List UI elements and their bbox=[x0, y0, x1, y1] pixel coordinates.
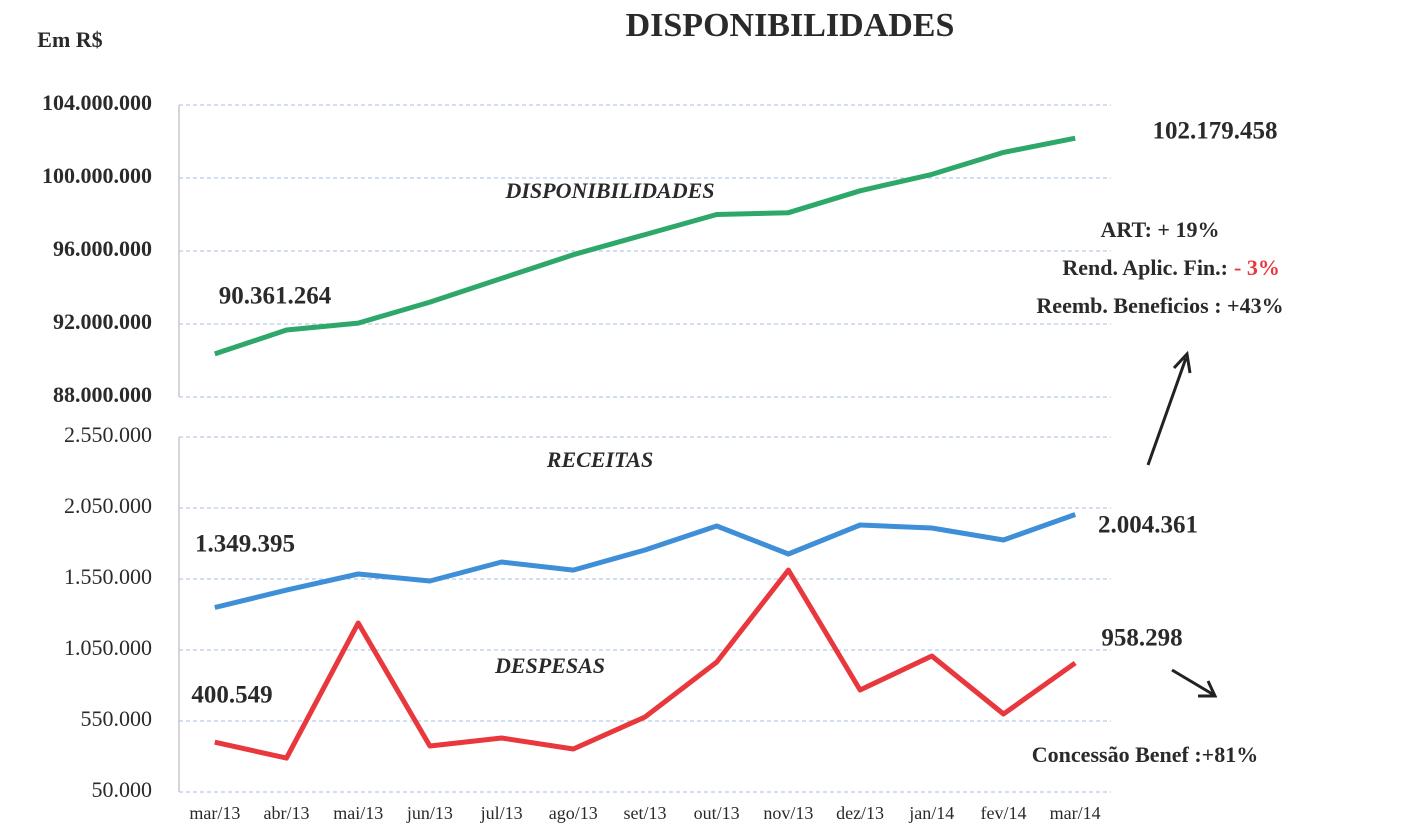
value-label: 90.361.264 bbox=[219, 283, 332, 310]
y-tick-label: 2.550.000 bbox=[64, 422, 152, 447]
x-tick-label: dez/13 bbox=[836, 803, 884, 823]
y-tick-label: 96.000.000 bbox=[53, 236, 152, 261]
y-tick-label: 104.000.000 bbox=[42, 90, 152, 115]
x-tick-label: set/13 bbox=[624, 803, 667, 823]
chart-title: DISPONIBILIDADES bbox=[626, 7, 955, 44]
value-label: 400.549 bbox=[191, 682, 272, 709]
line bbox=[214, 135, 1076, 357]
y-tick-label: 1.050.000 bbox=[64, 635, 152, 660]
arrow-head bbox=[1172, 350, 1192, 374]
x-tick-label: mar/13 bbox=[189, 803, 240, 823]
unit-label: Em R$ bbox=[37, 27, 102, 52]
y-tick-label: 100.000.000 bbox=[42, 163, 152, 188]
x-tick-label: nov/13 bbox=[763, 803, 813, 823]
series-label: DISPONIBILIDADES bbox=[504, 178, 714, 203]
line bbox=[214, 512, 1077, 610]
x-tick-label: ago/13 bbox=[549, 803, 598, 823]
line bbox=[214, 567, 1077, 761]
x-tick-label: mar/14 bbox=[1050, 803, 1101, 823]
x-tick-label: abr/13 bbox=[264, 803, 310, 823]
y-tick-label: 50.000 bbox=[92, 777, 153, 802]
annotation: Concessão Benef :+81% bbox=[1032, 742, 1258, 767]
y-tick-label: 2.050.000 bbox=[64, 493, 152, 518]
series-label: DESPESAS bbox=[494, 653, 605, 678]
value-label: 1.349.395 bbox=[195, 531, 295, 558]
x-tick-label: out/13 bbox=[694, 803, 740, 823]
x-tick-label: jul/13 bbox=[480, 803, 523, 823]
arrow bbox=[1171, 668, 1215, 697]
value-label: 2.004.361 bbox=[1098, 512, 1198, 539]
y-tick-label: 1.550.000 bbox=[64, 564, 152, 589]
value-label: 102.179.458 bbox=[1153, 118, 1278, 145]
annotation: Reemb. Beneficios : +43% bbox=[1036, 293, 1283, 318]
annotation: ART: + 19% bbox=[1101, 217, 1220, 242]
arrow-head bbox=[1198, 680, 1218, 698]
annotation: - 3% bbox=[1234, 255, 1280, 280]
value-label: 958.298 bbox=[1101, 625, 1182, 652]
x-tick-label: mai/13 bbox=[333, 803, 383, 823]
series-label: RECEITAS bbox=[546, 447, 653, 472]
x-tick-label: fev/14 bbox=[980, 803, 1026, 823]
y-tick-label: 88.000.000 bbox=[53, 382, 152, 407]
y-tick-label: 92.000.000 bbox=[53, 309, 152, 334]
x-tick-label: jun/13 bbox=[406, 803, 453, 823]
x-tick-label: jan/14 bbox=[908, 803, 954, 823]
arrow bbox=[1146, 357, 1188, 466]
y-tick-label: 550.000 bbox=[81, 706, 153, 731]
annotation: Rend. Aplic. Fin.: bbox=[1062, 255, 1228, 280]
